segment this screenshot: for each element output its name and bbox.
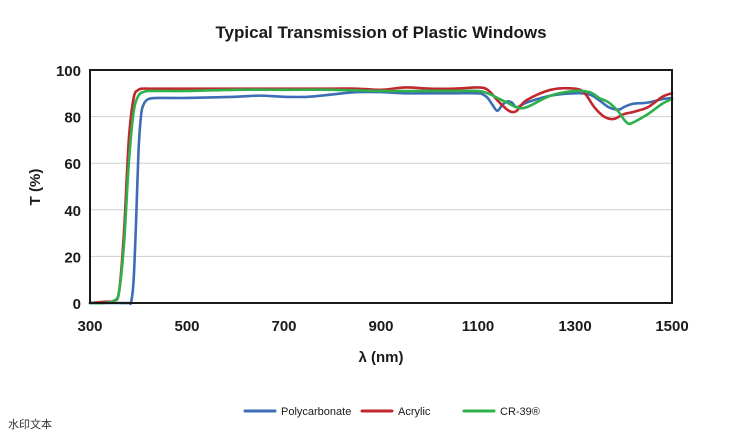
plot-frame xyxy=(89,69,673,304)
y-tick-label-0: 0 xyxy=(73,296,81,313)
grid xyxy=(90,116,672,257)
watermark-text: 水印文本 xyxy=(8,418,52,431)
chart-title: Typical Transmission of Plastic Windows xyxy=(215,23,546,42)
x-tick-label-1300: 1300 xyxy=(558,318,591,335)
x-tick-labels: 300 500 700 900 1100 1300 1500 xyxy=(77,318,688,335)
y-tick-label-20: 20 xyxy=(64,249,81,266)
y-tick-label-100: 100 xyxy=(56,63,81,80)
x-tick-label-300: 300 xyxy=(77,318,102,335)
y-axis-label: T (%) xyxy=(27,169,44,206)
x-axis-label: λ (nm) xyxy=(359,349,404,366)
series-line-2 xyxy=(88,88,674,305)
y-tick-label-40: 40 xyxy=(64,203,81,220)
series-line-0 xyxy=(88,90,674,306)
legend: Polycarbonate Acrylic CR-39® xyxy=(243,406,540,418)
series-line-1 xyxy=(88,86,674,305)
y-tick-label-60: 60 xyxy=(64,156,81,173)
x-tick-label-900: 900 xyxy=(368,318,393,335)
legend-label-0: Polycarbonate xyxy=(281,406,351,418)
y-tick-labels: 0 20 40 60 80 100 xyxy=(56,63,81,313)
legend-label-2: CR-39® xyxy=(500,406,540,418)
x-tick-label-500: 500 xyxy=(174,318,199,335)
legend-label-1: Acrylic xyxy=(398,406,431,418)
series-lines xyxy=(88,86,674,306)
x-tick-label-1500: 1500 xyxy=(655,318,688,335)
x-tick-label-1100: 1100 xyxy=(462,318,495,335)
y-tick-label-80: 80 xyxy=(64,110,81,127)
x-tick-label-700: 700 xyxy=(271,318,296,335)
